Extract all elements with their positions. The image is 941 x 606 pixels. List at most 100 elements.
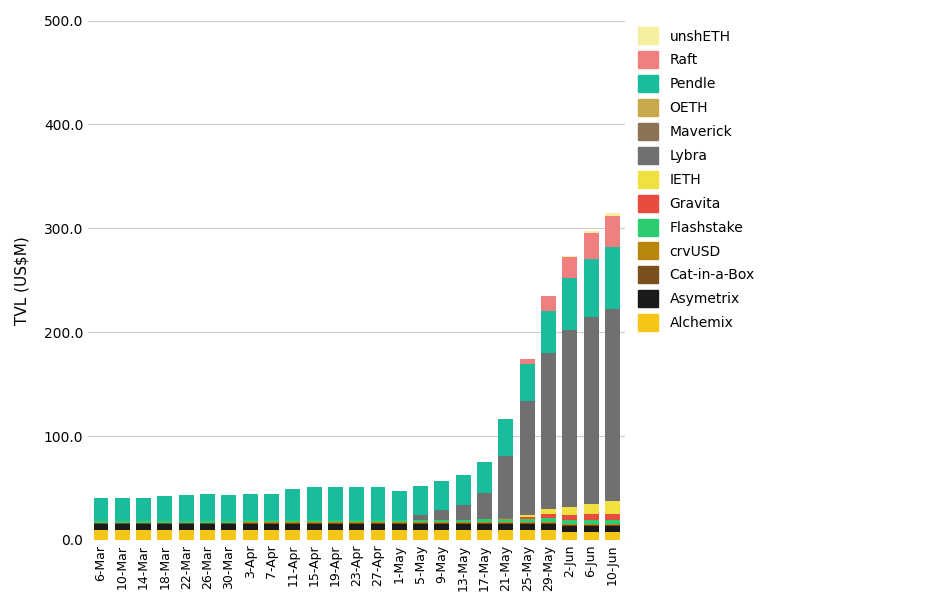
Bar — [371, 524, 386, 530]
Bar — [200, 494, 215, 521]
Bar — [519, 530, 534, 540]
Bar — [136, 498, 152, 521]
Bar — [455, 523, 470, 524]
Bar — [541, 524, 556, 530]
Bar — [499, 456, 514, 518]
Bar — [264, 520, 279, 522]
Bar — [605, 520, 620, 524]
Bar — [391, 522, 407, 523]
Bar — [93, 524, 108, 530]
Bar — [200, 521, 215, 523]
Bar — [264, 522, 279, 523]
Bar — [477, 523, 492, 524]
Bar — [179, 494, 194, 521]
Bar — [563, 525, 577, 527]
Bar — [413, 486, 428, 515]
Bar — [243, 520, 258, 522]
Bar — [499, 419, 514, 456]
Bar — [328, 520, 343, 522]
Bar — [605, 527, 620, 531]
Bar — [307, 523, 322, 524]
Bar — [328, 522, 343, 523]
Bar — [541, 522, 556, 523]
Bar — [221, 523, 236, 524]
Bar — [179, 521, 194, 523]
Bar — [519, 517, 534, 519]
Bar — [349, 523, 364, 524]
Legend: unshETH, Raft, Pendle, OETH, Maverick, Lybra, IETH, Gravita, Flashstake, crvUSD,: unshETH, Raft, Pendle, OETH, Maverick, L… — [637, 27, 755, 331]
Bar — [519, 364, 534, 401]
Bar — [391, 520, 407, 522]
Bar — [157, 496, 172, 521]
Bar — [115, 524, 130, 530]
Bar — [435, 522, 450, 523]
Bar — [93, 530, 108, 540]
Bar — [307, 524, 322, 530]
Bar — [563, 330, 577, 507]
Bar — [541, 353, 556, 508]
Bar — [455, 505, 470, 520]
Bar — [413, 520, 428, 522]
Bar — [391, 523, 407, 524]
Bar — [371, 530, 386, 540]
Bar — [583, 259, 598, 316]
Bar — [519, 401, 534, 515]
Bar — [115, 498, 130, 521]
Bar — [541, 296, 556, 311]
Bar — [349, 520, 364, 522]
Bar — [435, 510, 450, 520]
Bar — [477, 519, 492, 522]
Bar — [221, 521, 236, 523]
Bar — [200, 524, 215, 530]
Bar — [541, 508, 556, 514]
Bar — [435, 520, 450, 522]
Bar — [136, 521, 152, 523]
Bar — [328, 523, 343, 524]
Bar — [264, 524, 279, 530]
Bar — [221, 524, 236, 530]
Bar — [455, 522, 470, 523]
Bar — [93, 521, 108, 523]
Bar — [179, 530, 194, 540]
Y-axis label: TVL (US$M): TVL (US$M) — [15, 236, 30, 325]
Bar — [264, 494, 279, 520]
Bar — [455, 530, 470, 540]
Bar — [413, 515, 428, 520]
Bar — [541, 523, 556, 524]
Bar — [328, 524, 343, 530]
Bar — [157, 530, 172, 540]
Bar — [455, 476, 470, 505]
Bar — [605, 531, 620, 540]
Bar — [391, 491, 407, 520]
Bar — [285, 523, 300, 524]
Bar — [371, 520, 386, 522]
Bar — [93, 523, 108, 524]
Bar — [307, 530, 322, 540]
Bar — [285, 522, 300, 523]
Bar — [243, 530, 258, 540]
Bar — [583, 525, 598, 527]
Bar — [477, 462, 492, 493]
Bar — [435, 523, 450, 524]
Bar — [563, 507, 577, 515]
Bar — [435, 530, 450, 540]
Bar — [477, 493, 492, 519]
Bar — [115, 530, 130, 540]
Bar — [307, 520, 322, 522]
Bar — [605, 309, 620, 501]
Bar — [605, 213, 620, 216]
Bar — [477, 522, 492, 523]
Bar — [519, 522, 534, 523]
Bar — [157, 521, 172, 523]
Bar — [583, 504, 598, 514]
Bar — [477, 524, 492, 530]
Bar — [605, 524, 620, 525]
Bar — [541, 514, 556, 518]
Bar — [519, 519, 534, 522]
Bar — [583, 316, 598, 504]
Bar — [285, 530, 300, 540]
Bar — [563, 258, 577, 278]
Bar — [371, 523, 386, 524]
Bar — [349, 530, 364, 540]
Bar — [157, 524, 172, 530]
